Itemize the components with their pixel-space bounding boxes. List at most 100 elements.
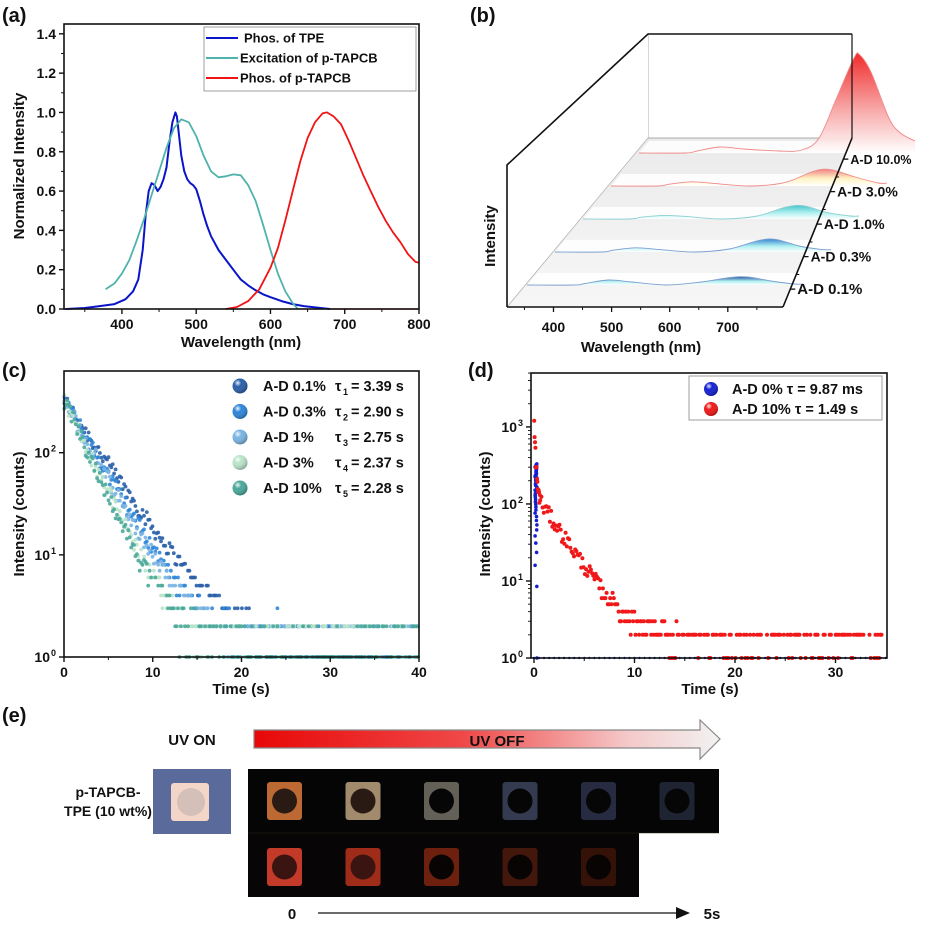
panel-d-point <box>563 530 568 535</box>
panel-c-point <box>315 624 320 629</box>
panel-d-point <box>808 632 813 637</box>
panel-c-point <box>171 606 176 611</box>
panel-c-point <box>170 545 175 550</box>
panel-c-point <box>157 575 162 580</box>
panel-d-point <box>597 586 602 591</box>
panel-c-point <box>144 539 149 544</box>
panel-d-x-title: Time (s) <box>681 681 738 698</box>
panel-c-point <box>96 461 101 466</box>
panel-c-legend-label-1: A-D 0.1% <box>263 379 326 395</box>
panel-b-floor-diagonal <box>506 137 649 308</box>
afterglow-frame-bottom-1 <box>267 848 302 886</box>
panel-c-point <box>149 542 154 547</box>
panel-d-point <box>641 619 646 624</box>
panel-b-ridge-fill-1 <box>527 276 803 286</box>
panel-c-point <box>69 419 74 424</box>
panel-c-point <box>66 414 71 418</box>
panel-c-point <box>153 536 158 541</box>
panel-c-point <box>396 624 400 629</box>
panel-c-point <box>214 624 219 629</box>
panel-b-x-ticks: 400 500 600 700 <box>523 307 758 335</box>
panel-c-point <box>79 429 84 434</box>
panel-c-legend-tau-value-1: = 3.39 s <box>351 379 404 395</box>
panel-d-point <box>619 619 623 624</box>
panel-b-x-title: Wavelength (nm) <box>581 339 701 356</box>
afterglow-bottom-row <box>267 848 616 886</box>
panel-d-point <box>609 602 614 607</box>
panel-c-point <box>109 495 114 499</box>
panel-c-point <box>323 624 328 629</box>
panel-c-point <box>133 531 138 536</box>
panel-d-point <box>616 609 621 614</box>
panel-c-point <box>186 624 190 629</box>
panel-c-point <box>90 440 95 445</box>
panel-d-point <box>815 632 820 637</box>
panel-c-legend-label-2: A-D 0.3% <box>263 405 326 421</box>
panel-d-y-tick-label: 10 <box>501 496 517 512</box>
panel-c-point <box>271 624 276 629</box>
panel-c-point <box>250 624 254 629</box>
panel-c-point <box>135 552 139 556</box>
panel-d-point <box>879 632 884 637</box>
panel-d-y-tick-exponent: 2 <box>518 495 523 505</box>
panel-d-legend-marker-shine <box>704 382 718 396</box>
panel-c-x-title: Time (s) <box>212 681 269 698</box>
panel-c-point <box>126 517 131 522</box>
panel-c-point <box>115 476 119 481</box>
panel-c-point <box>171 551 176 556</box>
panel-d-point <box>557 522 562 527</box>
panel-c-point <box>113 479 118 483</box>
panel-c-point <box>135 526 139 531</box>
panel-d-point <box>748 632 753 637</box>
panel-c-point <box>129 545 134 550</box>
panel-d-point <box>676 632 681 637</box>
panel-d-point <box>728 632 733 637</box>
panel-c-point <box>132 511 136 516</box>
panel-d-point <box>637 632 642 637</box>
panel-c-point <box>372 624 376 629</box>
afterglow-frame-top-4 <box>502 782 538 820</box>
panel-c-point <box>146 575 151 580</box>
panel-c-point <box>154 546 159 551</box>
panel-c-point <box>109 478 114 482</box>
panel-d-point <box>532 418 537 423</box>
panel-c-legend-tau-symbol: τ <box>335 456 342 472</box>
panel-a-series-2-line <box>105 118 299 310</box>
panel-d-series-1 <box>532 462 887 660</box>
panel-d-point <box>705 632 710 637</box>
panel-c-label: (c) <box>2 360 26 382</box>
panel-d-point <box>550 524 555 529</box>
panel-c-point <box>71 413 75 418</box>
afterglow-strip-top <box>248 769 719 833</box>
panel-d-point <box>534 528 539 532</box>
panel-a-y-tick-label: 1.2 <box>37 65 57 81</box>
panel-c-point <box>96 479 101 484</box>
panel-c-point <box>143 522 148 527</box>
panel-c-point <box>90 451 95 456</box>
panel-d-point <box>534 550 539 555</box>
panel-d-point <box>533 534 537 538</box>
panel-d-point <box>534 514 539 519</box>
panel-a-x-tick-label: 500 <box>185 316 209 332</box>
panel-d-point <box>608 596 613 601</box>
panel-c-y-title: Intensity (counts) <box>11 451 28 576</box>
panel-d-point <box>533 563 537 568</box>
panel-d-point <box>633 632 638 637</box>
panel-b-back-wall <box>647 33 853 139</box>
panel-c-point <box>137 518 142 522</box>
panel-c-point <box>163 543 168 548</box>
panel-b-ridge-fill-3 <box>583 205 859 220</box>
panel-c-point <box>167 593 172 598</box>
afterglow-top-row <box>267 782 695 820</box>
panel-d-point <box>693 632 698 637</box>
panel-d-point <box>580 556 585 561</box>
panel-d-point <box>592 577 597 582</box>
panel-d-point <box>546 505 551 510</box>
panel-d-point <box>861 632 866 637</box>
panel-c-point <box>112 507 116 512</box>
panel-c-point <box>275 624 280 629</box>
panel-c-point <box>170 583 175 588</box>
panel-c-point <box>68 405 72 409</box>
panel-c-point <box>183 583 188 588</box>
panel-d-y-tick-label: 10 <box>501 573 517 589</box>
